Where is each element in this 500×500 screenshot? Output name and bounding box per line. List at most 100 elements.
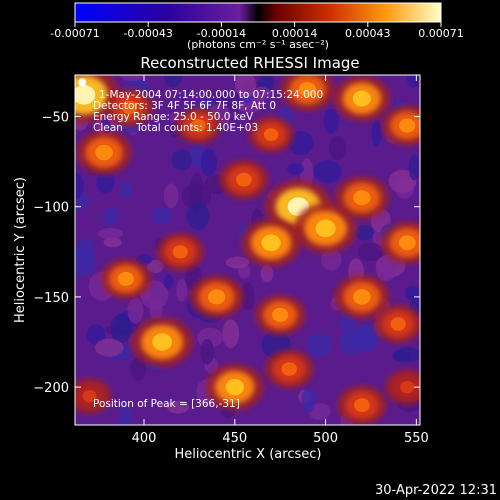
hotspot [175, 107, 222, 144]
hotspot [100, 258, 152, 300]
texture-blob [98, 228, 124, 240]
peak-marker [78, 78, 87, 87]
texture-blob [354, 225, 374, 241]
colorbar-ticks [74, 22, 442, 27]
hotspot-core [82, 389, 97, 403]
texture-blob [96, 170, 115, 194]
hotspot [385, 369, 420, 405]
texture-blob [339, 311, 356, 334]
hotspot [334, 274, 390, 319]
colorbar-tick-label: -0.00071 [50, 27, 99, 40]
x-axis-ticks: 400 450 500 550 [132, 75, 429, 446]
texture-blob [151, 207, 172, 225]
heatmap-hotspots [75, 75, 420, 425]
hotspot-core [281, 362, 298, 376]
texture-blob [251, 86, 272, 100]
texture-blob [408, 154, 420, 181]
hotspot-core [353, 190, 371, 206]
hotspot [205, 363, 264, 411]
hotspot-core [75, 85, 96, 105]
texture-blob [200, 148, 218, 177]
hotspot [248, 116, 294, 153]
hotspot [380, 221, 420, 264]
colorbar-tick-labels: -0.00071 -0.00043 -0.00014 0.00014 0.00043 0.… [50, 27, 463, 40]
hotspot [105, 88, 154, 127]
hotspot-core [191, 119, 206, 132]
hotspot-core [121, 100, 138, 115]
texture-blob [127, 297, 144, 324]
hotspot-core [225, 378, 245, 396]
texture-blob [323, 108, 340, 134]
texture-blob [225, 256, 250, 269]
heatmap-area [75, 75, 420, 425]
peak-position-label: Position of Peak = [366,-31] [93, 398, 240, 410]
hotspot-core [172, 245, 188, 259]
texture-blob [388, 169, 417, 193]
hotspot [382, 105, 420, 146]
y-axis-label: Heliocentric Y (arcsec) [13, 177, 28, 323]
annotation-energy-range: Energy Range: 25.0 - 50.0 keV [93, 111, 254, 123]
hotspot [131, 317, 194, 367]
hotspot [294, 203, 358, 254]
hotspot-core [272, 307, 289, 322]
annotation-time-range: 1-May-2004 07:14:00.000 to 07:15:24.000 [99, 89, 323, 101]
texture-blob [181, 183, 212, 210]
texture-blob [288, 130, 314, 156]
texture-blob [75, 172, 84, 199]
y-axis-ticks: −50 −100 −150 −200 [33, 110, 420, 396]
hotspot-core [400, 380, 415, 394]
texture-blob [163, 75, 183, 88]
hotspot-core [315, 219, 336, 238]
texture-blob [176, 279, 188, 302]
texture-blob [171, 149, 192, 171]
hotspot-core [236, 172, 252, 187]
hotspot [241, 218, 302, 267]
y-tick-label: −200 [33, 381, 69, 396]
hotspot [280, 75, 335, 111]
hotspot [334, 176, 389, 220]
hotspot-core [399, 118, 416, 133]
hotspot [333, 75, 391, 122]
texture-blob [119, 402, 132, 425]
texture-blob [130, 356, 147, 381]
texture-blob [146, 259, 164, 274]
hotspot-core [354, 398, 370, 413]
texture-blob [94, 338, 124, 357]
texture-blob [186, 202, 210, 231]
y-tick-label: −50 [42, 110, 69, 125]
x-tick-label: 400 [132, 431, 157, 446]
texture-blob [328, 136, 346, 161]
texture-blob [321, 248, 342, 271]
texture-blob [110, 313, 133, 344]
texture-blob [163, 183, 179, 209]
texture-blob [406, 75, 419, 89]
hotspot-core [152, 333, 173, 351]
annotation-block: 1-May-2004 07:14:00.000 to 07:15:24.000 … [93, 89, 323, 134]
x-tick-label: 450 [222, 431, 247, 446]
hotspot-core [298, 81, 316, 97]
hotspot-core [263, 128, 279, 141]
x-axis-label: Heliocentric X (arcsec) [175, 447, 322, 462]
texture-blob [338, 330, 365, 355]
chart-title: Reconstructed RHESSI Image [140, 54, 359, 72]
colorbar-tick-label: 0.00043 [345, 27, 391, 40]
texture-blob [301, 387, 316, 413]
hotspot-core [390, 317, 406, 331]
texture-blob [405, 285, 420, 301]
y-tick-label: −150 [33, 291, 69, 306]
texture-blob [167, 400, 190, 414]
texture-blob [103, 207, 119, 226]
texture-blob [241, 282, 255, 311]
texture-blob [75, 238, 95, 260]
hotspot-core [353, 289, 371, 305]
plot-frame [74, 74, 421, 426]
texture-blob [120, 75, 144, 82]
hotspot-core [398, 235, 416, 251]
colorbar [74, 2, 442, 23]
texture-blob [375, 256, 397, 282]
texture-blob [86, 324, 106, 346]
hotspot [255, 294, 306, 336]
texture-blob [235, 75, 257, 98]
hotspot-core [261, 234, 281, 252]
